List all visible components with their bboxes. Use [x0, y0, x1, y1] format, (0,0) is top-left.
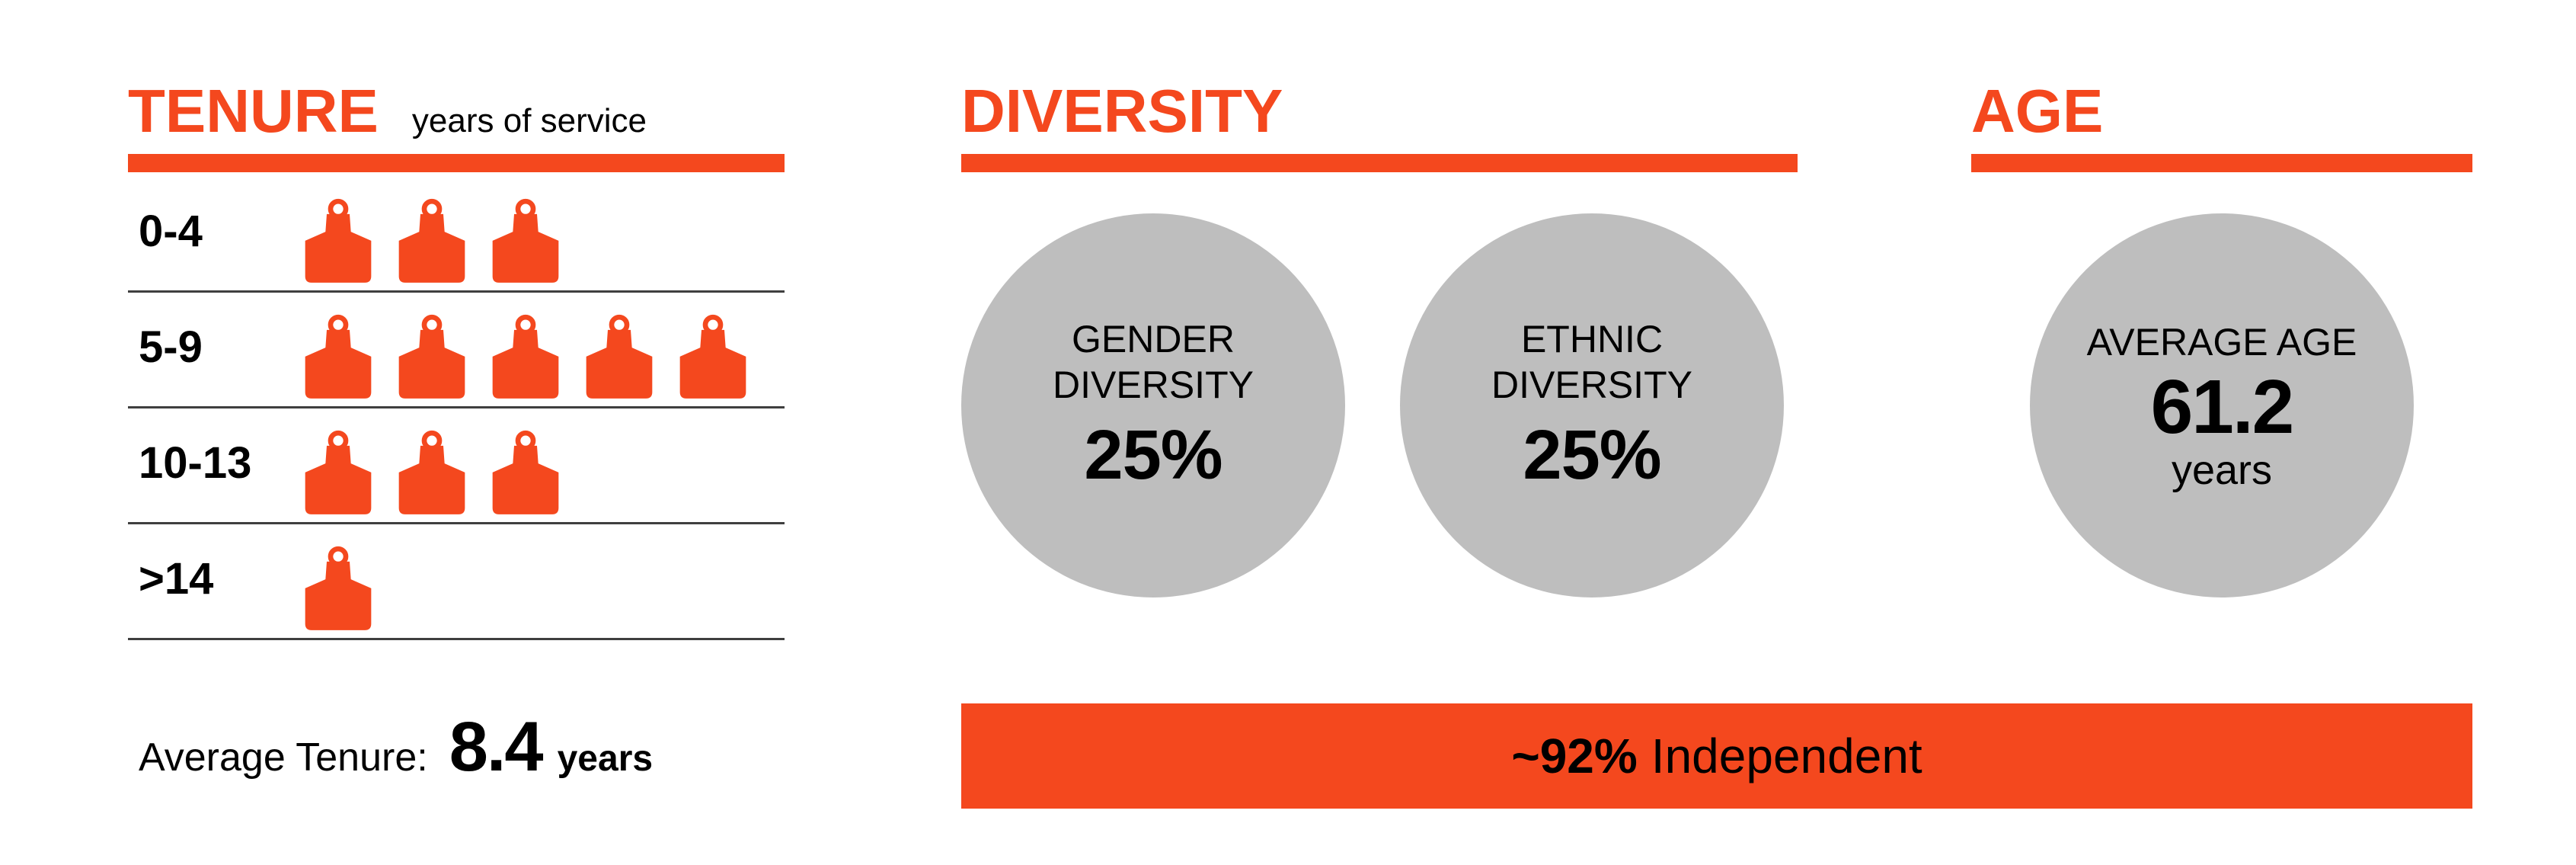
age-title-underline [1971, 154, 2472, 172]
tenure-row-icons [300, 197, 564, 287]
apron-icon [300, 429, 376, 518]
gender-diversity-circle: GENDER DIVERSITY 25% [961, 213, 1345, 597]
independence-text: Independent [1651, 729, 1922, 783]
tenure-row: >14 [128, 524, 785, 640]
tenure-row-label: 10-13 [139, 438, 252, 488]
diversity-heading: DIVERSITY [961, 79, 1798, 143]
tenure-row-icons [300, 313, 751, 402]
average-age-label: AVERAGE AGE [2086, 320, 2357, 364]
tenure-row-label: >14 [139, 554, 214, 604]
tenure-row-icons [300, 545, 376, 634]
tenure-subtitle: years of service [411, 102, 647, 139]
tenure-row-label: 0-4 [139, 207, 203, 256]
diversity-title-underline [961, 154, 1798, 172]
gender-diversity-value: 25% [1084, 415, 1222, 494]
diversity-circles: GENDER DIVERSITY 25% ETHNIC DIVERSITY 25… [961, 213, 1798, 597]
gender-diversity-label: GENDER DIVERSITY [1053, 316, 1254, 408]
age-section: AGE AVERAGE AGE 61.2 years [1971, 79, 2472, 597]
apron-icon [394, 429, 470, 518]
tenure-row: 0-4 [128, 177, 785, 293]
apron-icon [487, 197, 564, 287]
apron-icon [394, 197, 470, 287]
age-heading: AGE [1971, 79, 2472, 143]
tenure-row-icons [300, 429, 564, 518]
ethnic-diversity-circle: ETHNIC DIVERSITY 25% [1400, 213, 1784, 597]
tenure-pictogram: 0-4 5-9 10-13 >14 [128, 177, 785, 640]
average-age-value: 61.2 [2150, 364, 2295, 450]
apron-icon [300, 313, 376, 402]
apron-icon [300, 545, 376, 634]
tenure-section: TENURE years of service 0-4 5-9 10-13 >14 A… [128, 79, 785, 787]
gender-diversity-label-line1: GENDER [1072, 317, 1235, 360]
tenure-heading: TENURE years of service [128, 79, 785, 143]
apron-icon [300, 197, 376, 287]
gender-diversity-label-line2: DIVERSITY [1053, 363, 1254, 406]
average-tenure-label: Average Tenure: [139, 735, 428, 780]
ethnic-diversity-value: 25% [1523, 415, 1661, 494]
tenure-title-underline [128, 154, 785, 172]
apron-icon [487, 429, 564, 518]
tenure-row-label: 5-9 [139, 322, 203, 372]
apron-icon [487, 313, 564, 402]
average-tenure: Average Tenure: 8.4 years [128, 707, 785, 787]
age-circle-wrap: AVERAGE AGE 61.2 years [1971, 213, 2472, 597]
ethnic-diversity-label: ETHNIC DIVERSITY [1491, 316, 1692, 408]
diversity-section: DIVERSITY GENDER DIVERSITY 25% ETHNIC DI… [961, 79, 1798, 597]
independence-banner: ~92% Independent [961, 703, 2472, 809]
ethnic-diversity-label-line1: ETHNIC [1520, 317, 1664, 360]
apron-icon [394, 313, 470, 402]
average-tenure-value: 8.4 [449, 708, 544, 786]
average-age-unit: years [2171, 447, 2273, 493]
diversity-title: DIVERSITY [961, 77, 1283, 145]
apron-icon [581, 313, 657, 402]
apron-icon [675, 313, 751, 402]
independence-value: ~92% [1511, 729, 1638, 783]
tenure-title: TENURE [128, 77, 379, 145]
ethnic-diversity-label-line2: DIVERSITY [1491, 363, 1692, 406]
tenure-row: 5-9 [128, 293, 785, 408]
average-tenure-unit: years [557, 738, 654, 779]
tenure-row: 10-13 [128, 408, 785, 524]
age-title: AGE [1971, 77, 2104, 145]
average-age-circle: AVERAGE AGE 61.2 years [2030, 213, 2414, 597]
